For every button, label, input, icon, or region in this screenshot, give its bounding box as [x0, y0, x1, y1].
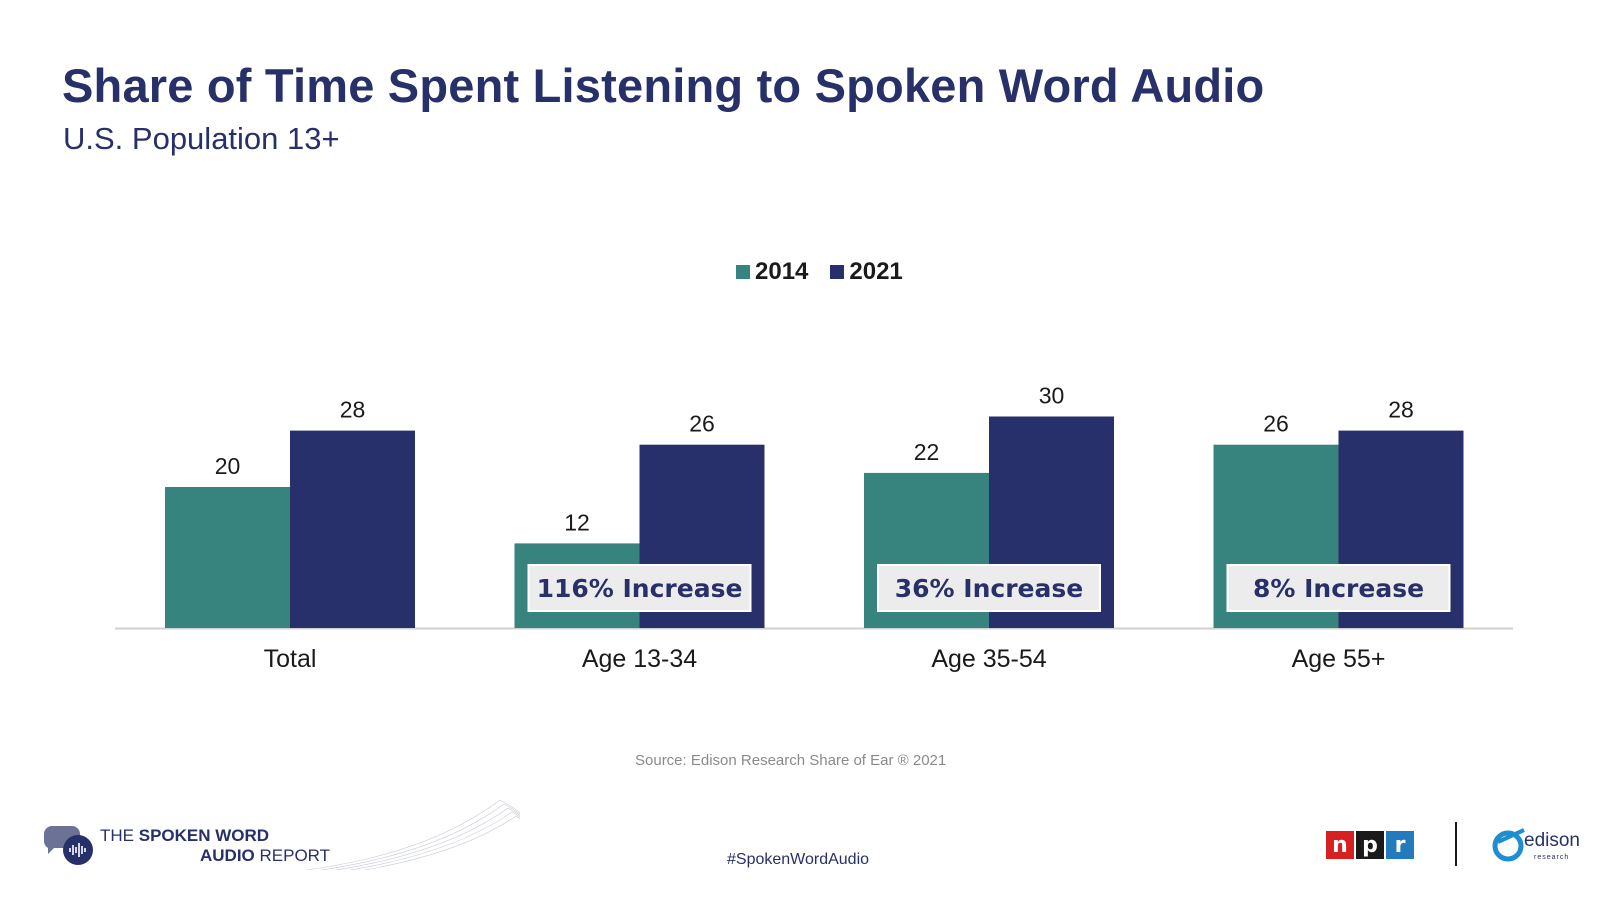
- edison-tagline: research: [1534, 854, 1570, 861]
- increase-callout-box-age-35-54: [877, 564, 1101, 612]
- chart-legend: 2014 2021: [736, 258, 903, 286]
- data-label-2014-age-55-: 26: [1263, 411, 1289, 437]
- waveform-decoration: [304, 800, 520, 870]
- x-tick-label-age-13-34: Age 13-34: [582, 645, 697, 673]
- data-label-2021-age-35-54: 30: [1039, 383, 1065, 409]
- brand-line2-a: AUDIO: [200, 846, 255, 865]
- edison-mark-icon: [1492, 828, 1525, 862]
- legend-swatch-2014: [736, 265, 750, 279]
- source-note: Source: Edison Research Share of Ear ® 2…: [635, 752, 947, 769]
- x-tick-label-age-35-54: Age 35-54: [931, 645, 1046, 673]
- npr-letter-n: n: [1326, 831, 1354, 859]
- data-label-2021-total: 28: [340, 397, 366, 423]
- x-tick-label-age-55-: Age 55+: [1292, 645, 1386, 673]
- data-label-2021-age-13-34: 26: [689, 411, 715, 437]
- spoken-word-report-logo: THE SPOKEN WORD AUDIO REPORT: [40, 800, 520, 890]
- logo-divider: [1455, 822, 1457, 866]
- npr-letter-p: p: [1356, 831, 1384, 859]
- edison-logo: edison research: [1490, 822, 1590, 872]
- npr-logo: n p r: [1326, 831, 1414, 859]
- brand-line1-a: THE: [100, 826, 139, 845]
- brand-line1-b: SPOKEN WORD: [138, 826, 270, 845]
- legend-item-2021: 2021: [830, 258, 903, 286]
- legend-swatch-2021: [830, 265, 845, 279]
- increase-callout-age-55-: 8% Increase: [1253, 574, 1424, 603]
- increase-callout-box-age-55-: [1226, 564, 1451, 612]
- legend-item-2014: 2014: [736, 258, 808, 286]
- data-label-2021-age-55-: 28: [1388, 397, 1414, 423]
- chart-subtitle: U.S. Population 13+: [63, 121, 340, 156]
- npr-letter-r: r: [1386, 831, 1414, 859]
- bar-2021-total: [290, 430, 415, 628]
- legend-label-2021: 2021: [849, 258, 903, 285]
- data-label-2014-age-35-54: 22: [914, 439, 940, 465]
- increase-callout-box-age-13-34: [527, 564, 752, 612]
- brand-line2-b: REPORT: [254, 846, 331, 865]
- edison-wordmark: edison: [1524, 830, 1580, 851]
- increase-callout-age-13-34: 116% Increase: [537, 574, 743, 603]
- bar-2014-total: [165, 487, 290, 628]
- data-label-2014-age-13-34: 12: [564, 509, 590, 535]
- increase-callout-age-35-54: 36% Increase: [895, 574, 1083, 603]
- speech-bubble-icon: [43, 826, 93, 865]
- hashtag: #SpokenWordAudio: [727, 851, 870, 868]
- data-label-2014-total: 20: [215, 453, 241, 479]
- brand-wordmark: THE SPOKEN WORD AUDIO REPORT: [100, 826, 330, 866]
- x-tick-label-total: Total: [264, 645, 317, 673]
- chart-title: Share of Time Spent Listening to Spoken …: [62, 59, 1265, 112]
- legend-label-2014: 2014: [755, 258, 809, 285]
